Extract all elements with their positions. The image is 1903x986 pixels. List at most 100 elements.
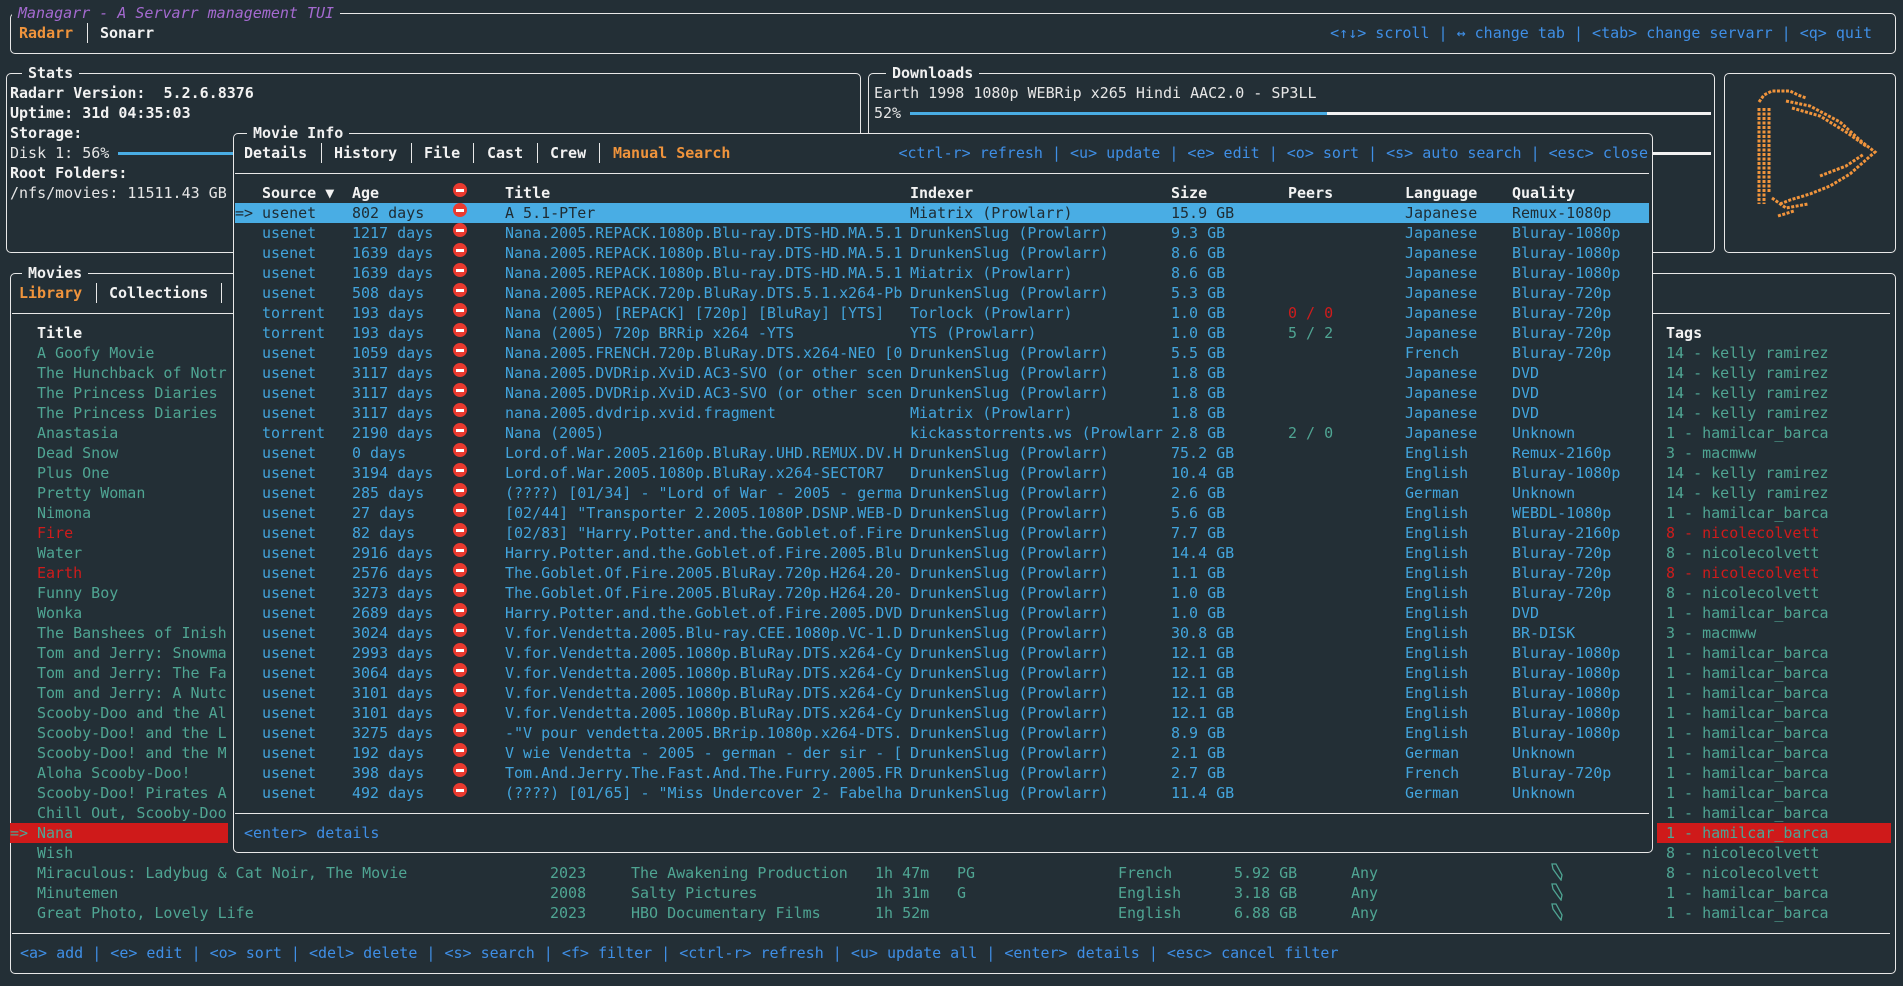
release-row[interactable]: usenet 3064 days V.for.Vendetta.2005.1080p…	[235, 663, 1649, 683]
download-progress-bar-2	[1650, 152, 1711, 155]
release-row[interactable]: => usenet 802 days A 5.1-PTer Miatrix (Prowl…	[235, 203, 1649, 223]
movie-row[interactable]: Scooby-Doo! and the L 1 - hamilcar_barca	[0, 723, 1903, 743]
movie-row[interactable]: Tom and Jerry: Snowma 1 - hamilcar_barca	[0, 643, 1903, 663]
release-language: English	[1405, 544, 1469, 562]
column-header-age[interactable]: Age	[352, 184, 380, 202]
movie-studio: HBO Documentary Films	[631, 904, 821, 922]
tab-history[interactable]: History	[334, 144, 398, 162]
movie-row[interactable]: A Goofy Movie 14 - kelly ramirez	[0, 343, 1903, 363]
release-language: German	[1405, 744, 1460, 762]
release-size: 5.5 GB	[1171, 344, 1226, 362]
release-title: Nana (2005) 720p BRRip x264 -YTS	[505, 324, 794, 342]
release-age: 27 days	[352, 504, 416, 522]
column-header-indexer[interactable]: Indexer	[910, 184, 974, 202]
movie-row[interactable]: The Hunchback of Notr 14 - kelly ramirez	[0, 363, 1903, 383]
movie-row[interactable]: Water 8 - nicolecolvett	[0, 543, 1903, 563]
movie-row[interactable]: Fire 8 - nicolecolvett	[0, 523, 1903, 543]
movie-row[interactable]: Dead Snow 3 - macmww	[0, 443, 1903, 463]
column-header-peers[interactable]: Peers	[1288, 184, 1334, 202]
release-row[interactable]: usenet 3194 days Lord.of.War.2005.1080p.Bl…	[235, 463, 1649, 483]
release-indexer: DrunkenSlug (Prowlarr)	[910, 704, 1109, 722]
tab-cast[interactable]: Cast	[487, 144, 524, 162]
movie-year: 2008	[550, 884, 587, 902]
movie-row[interactable]: Plus One 14 - kelly ramirez	[0, 463, 1903, 483]
release-row[interactable]: torrent 2190 days Nana (2005) kickasstorren…	[235, 423, 1649, 443]
movie-row[interactable]: Scooby-Doo! and the M 1 - hamilcar_barca	[0, 743, 1903, 763]
release-source: torrent	[262, 304, 326, 322]
tab-file[interactable]: File	[424, 144, 461, 162]
movie-row[interactable]: Scooby-Doo and the Al 1 - hamilcar_barca	[0, 703, 1903, 723]
tab-manual-search[interactable]: Manual Search	[613, 144, 731, 162]
movie-row[interactable]: Funny Boy 8 - nicolecolvett	[0, 583, 1903, 603]
movie-row[interactable]: Nana 1 - hamilcar_barca	[0, 823, 1903, 843]
release-row[interactable]: torrent 193 days Nana (2005) 720p BRRip x2…	[235, 323, 1649, 343]
release-quality: Bluray-1080p	[1512, 704, 1621, 722]
movie-row[interactable]: Miraculous: Ladybug & Cat Noir, The Movi…	[0, 863, 1903, 883]
movie-row[interactable]: Wish 8 - nicolecolvett	[0, 843, 1903, 863]
release-indexer: DrunkenSlug (Prowlarr)	[910, 464, 1109, 482]
release-row[interactable]: usenet 2576 days The.Goblet.Of.Fire.2005.B…	[235, 563, 1649, 583]
release-language: Japanese	[1405, 304, 1478, 322]
release-row[interactable]: usenet 82 days [02/83] "Harry.Potter.and.t…	[235, 523, 1649, 543]
movie-row[interactable]: Nimona 1 - hamilcar_barca	[0, 503, 1903, 523]
movie-row[interactable]: Great Photo, Lovely Life 2023 HBO Document…	[0, 903, 1903, 923]
tab-collections[interactable]: Collections	[109, 284, 209, 302]
release-row[interactable]: usenet 285 days (????) [01/34] - "Lord of …	[235, 483, 1649, 503]
tab-crew[interactable]: Crew	[550, 144, 587, 162]
release-row[interactable]: usenet 3273 days The.Goblet.Of.Fire.2005.B…	[235, 583, 1649, 603]
release-quality: Bluray-1080p	[1512, 724, 1621, 742]
tab-radarr[interactable]: Radarr	[19, 24, 74, 42]
release-size: 12.1 GB	[1171, 664, 1235, 682]
release-row[interactable]: usenet 2689 days Harry.Potter.and.the.Gobl…	[235, 603, 1649, 623]
column-header-title[interactable]: Title	[505, 184, 551, 202]
release-row[interactable]: usenet 2993 days V.for.Vendetta.2005.1080p…	[235, 643, 1649, 663]
column-header-language[interactable]: Language	[1405, 184, 1478, 202]
release-size: 5.3 GB	[1171, 284, 1226, 302]
release-row[interactable]: usenet 27 days [02/44] "Transporter 2.2005…	[235, 503, 1649, 523]
movie-row[interactable]: Tom and Jerry: The Fa 1 - hamilcar_barca	[0, 663, 1903, 683]
release-row[interactable]: torrent 193 days Nana (2005) [REPACK] [720…	[235, 303, 1649, 323]
movie-row[interactable]: Scooby-Doo! Pirates A 1 - hamilcar_barca	[0, 783, 1903, 803]
movie-row[interactable]: Pretty Woman 14 - kelly ramirez	[0, 483, 1903, 503]
tab-details[interactable]: Details	[244, 144, 308, 162]
release-row[interactable]: usenet 3117 days nana.2005.dvdrip.xvid.fra…	[235, 403, 1649, 423]
release-row[interactable]: usenet 398 days Tom.And.Jerry.The.Fast.And…	[235, 763, 1649, 783]
movie-row[interactable]: The Princess Diaries 14 - kelly ramirez	[0, 383, 1903, 403]
column-header-quality[interactable]: Quality	[1512, 184, 1576, 202]
release-row[interactable]: usenet 3024 days V.for.Vendetta.2005.Blu-r…	[235, 623, 1649, 643]
releases-header: Source ▼ Age Title Indexer Size Peers La…	[0, 183, 1903, 203]
release-row[interactable]: usenet 3101 days V.for.Vendetta.2005.1080p…	[235, 703, 1649, 723]
movie-row[interactable]: Wonka 1 - hamilcar_barca	[0, 603, 1903, 623]
movie-row[interactable]: Chill Out, Scooby-Doo 1 - hamilcar_barca	[0, 803, 1903, 823]
release-row[interactable]: usenet 492 days (????) [01/65] - "Miss Und…	[235, 783, 1649, 803]
release-row[interactable]: usenet 1639 days Nana.2005.REPACK.1080p.Bl…	[235, 263, 1649, 283]
movie-tags: 1 - hamilcar_barca	[1666, 664, 1829, 682]
release-row[interactable]: usenet 3117 days Nana.2005.DVDRip.XviD.AC3…	[235, 363, 1649, 383]
release-age: 398 days	[352, 764, 425, 782]
release-row[interactable]: usenet 192 days V wie Vendetta - 2005 - ge…	[235, 743, 1649, 763]
release-row[interactable]: usenet 1059 days Nana.2005.FRENCH.720p.Blu…	[235, 343, 1649, 363]
movie-tags: 14 - kelly ramirez	[1666, 364, 1829, 382]
tab-library[interactable]: Library	[19, 284, 83, 302]
column-header-size[interactable]: Size	[1171, 184, 1208, 202]
movie-row[interactable]: Anastasia 1 - hamilcar_barca	[0, 423, 1903, 443]
release-row[interactable]: usenet 3275 days -"V pour vendetta.2005.BR…	[235, 723, 1649, 743]
movie-row[interactable]: Tom and Jerry: A Nutc 1 - hamilcar_barca	[0, 683, 1903, 703]
column-header-source[interactable]: Source ▼	[262, 184, 335, 202]
release-row[interactable]: usenet 1639 days Nana.2005.REPACK.1080p.Bl…	[235, 243, 1649, 263]
release-row[interactable]: usenet 2916 days Harry.Potter.and.the.Gobl…	[235, 543, 1649, 563]
movie-row[interactable]: Minutemen 2008 Salty Pictures 1h 31m G Englis…	[0, 883, 1903, 903]
movie-row[interactable]: The Banshees of Inish 3 - macmww	[0, 623, 1903, 643]
release-row[interactable]: usenet 3117 days Nana.2005.DVDRip.XviD.AC3…	[235, 383, 1649, 403]
release-title: Lord.of.War.2005.2160p.BluRay.UHD.REMUX.…	[505, 444, 903, 462]
tab-sonarr[interactable]: Sonarr	[100, 24, 155, 42]
release-row[interactable]: usenet 3101 days V.for.Vendetta.2005.1080p…	[235, 683, 1649, 703]
no-entry-icon	[453, 683, 467, 697]
movie-row[interactable]: Aloha Scooby-Doo! 1 - hamilcar_barca	[0, 763, 1903, 783]
movie-row[interactable]: The Princess Diaries 14 - kelly ramirez	[0, 403, 1903, 423]
release-row[interactable]: usenet 1217 days Nana.2005.REPACK.1080p.Bl…	[235, 223, 1649, 243]
movie-tags: 8 - nicolecolvett	[1666, 544, 1820, 562]
movie-row[interactable]: Earth 8 - nicolecolvett	[0, 563, 1903, 583]
release-row[interactable]: usenet 508 days Nana.2005.REPACK.720p.BluR…	[235, 283, 1649, 303]
release-row[interactable]: usenet 0 days Lord.of.War.2005.2160p.BluRa…	[235, 443, 1649, 463]
